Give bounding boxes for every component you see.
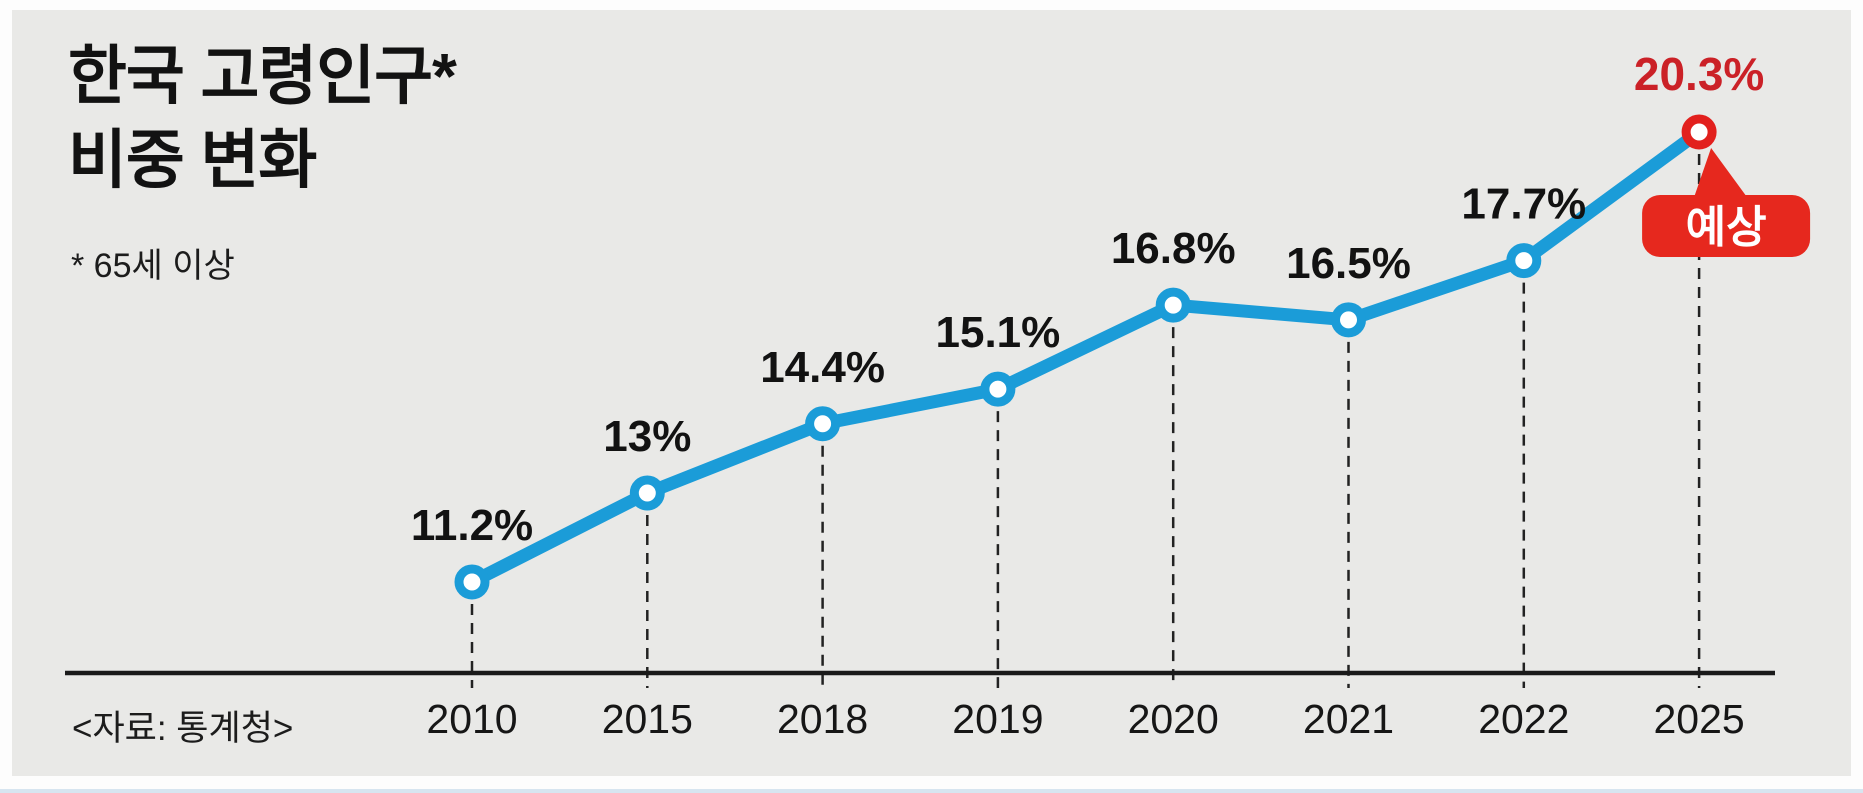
chart-title-line1: 한국 고령인구* [68, 40, 457, 112]
value-label-2025: 20.3% [1634, 48, 1764, 100]
year-label-2019: 2019 [952, 696, 1043, 742]
value-label-2021: 16.5% [1286, 239, 1411, 288]
chart-title-line2: 비중 변화 [68, 124, 317, 196]
data-point-marker-2015 [629, 475, 665, 511]
data-point-marker-2010 [454, 564, 490, 600]
bottom-accent-strip [0, 789, 1863, 793]
year-label-2010: 2010 [426, 696, 517, 742]
value-label-2020: 16.8% [1111, 224, 1236, 273]
year-label-2018: 2018 [777, 696, 868, 742]
value-label-2010: 11.2% [411, 501, 533, 550]
data-point-marker-2025 [1681, 114, 1717, 150]
forecast-badge-label: 예상 [1686, 203, 1767, 252]
value-label-2015: 13% [603, 412, 691, 461]
data-point-marker-2020 [1155, 287, 1191, 323]
year-label-2021: 2021 [1303, 696, 1394, 742]
chart-title: 한국 고령인구* 비중 변화 [68, 34, 457, 202]
forecast-badge-tail [1693, 148, 1750, 200]
trend-line [465, 125, 1706, 589]
data-point-marker-2019 [980, 371, 1016, 407]
forecast-badge [1642, 195, 1811, 257]
value-label-2018: 14.4% [760, 343, 885, 392]
year-label-2015: 2015 [602, 696, 693, 742]
source-label: <자료: 통계청> [72, 709, 294, 748]
value-label-2022: 17.7% [1461, 180, 1586, 229]
chart-footnote: * 65세 이상 [71, 247, 235, 285]
data-point-marker-2022 [1506, 243, 1542, 279]
year-label-2022: 2022 [1478, 696, 1569, 742]
chart-card [12, 10, 1851, 776]
data-point-marker-2021 [1331, 302, 1366, 338]
data-point-marker-2018 [805, 406, 841, 442]
value-label-2019: 15.1% [936, 308, 1061, 357]
year-label-2025: 2025 [1653, 696, 1744, 742]
year-label-2020: 2020 [1128, 696, 1219, 742]
